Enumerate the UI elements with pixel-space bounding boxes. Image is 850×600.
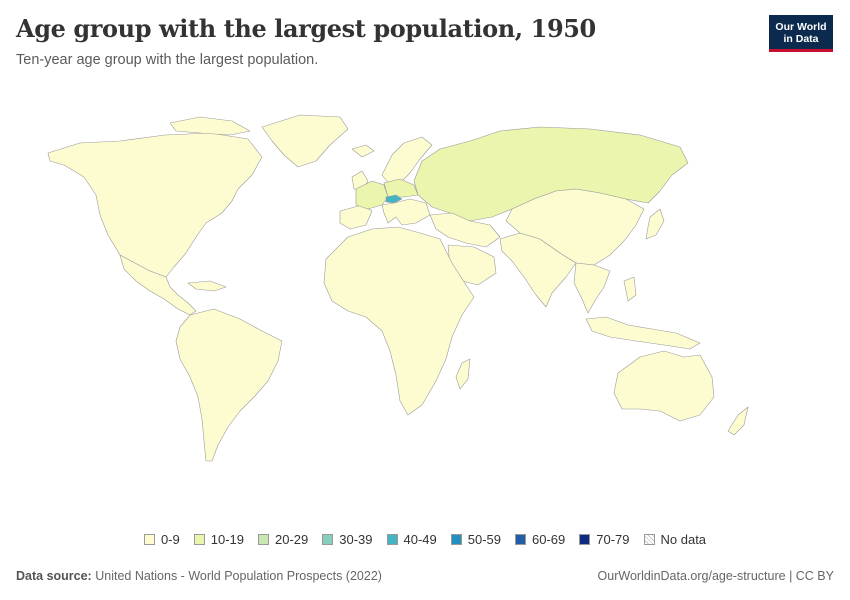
world-map[interactable] bbox=[0, 105, 850, 465]
region-japan[interactable] bbox=[645, 208, 665, 240]
legend-item-50-59[interactable]: 50-59 bbox=[450, 532, 501, 547]
region-new-zealand[interactable] bbox=[727, 406, 749, 436]
region-central-europe[interactable] bbox=[383, 178, 419, 198]
footer: Data source: United Nations - World Popu… bbox=[16, 569, 834, 583]
legend-item-30-39[interactable]: 30-39 bbox=[322, 532, 373, 547]
legend-label: 0-9 bbox=[160, 532, 180, 547]
region-africa[interactable] bbox=[323, 226, 475, 416]
chart-title: Age group with the largest population, 1… bbox=[16, 14, 596, 43]
region-canadian-islands[interactable] bbox=[169, 116, 251, 136]
legend-item-no-data[interactable]: No data bbox=[643, 532, 707, 547]
legend-swatch bbox=[386, 534, 398, 545]
legend-item-40-49[interactable]: 40-49 bbox=[386, 532, 437, 547]
legend-swatch bbox=[643, 534, 655, 545]
legend-item-0-9[interactable]: 0-9 bbox=[143, 532, 180, 547]
legend-label: 40-49 bbox=[403, 532, 437, 547]
region-balkans[interactable] bbox=[381, 198, 431, 226]
legend-swatch bbox=[450, 534, 462, 545]
legend-swatch bbox=[579, 534, 591, 545]
map-legend: 0-9 10-19 20-29 30-39 40-49 50-59 60-69 … bbox=[0, 532, 850, 547]
region-madagascar[interactable] bbox=[455, 358, 471, 390]
owid-logo[interactable]: Our World in Data bbox=[769, 15, 833, 52]
region-australia[interactable] bbox=[613, 350, 715, 422]
region-mexico-central-america[interactable] bbox=[119, 254, 197, 316]
logo-line-1: Our World bbox=[775, 21, 827, 33]
region-iceland[interactable] bbox=[351, 144, 375, 158]
logo-line-2: in Data bbox=[783, 33, 819, 45]
data-source-label: Data source: bbox=[16, 569, 92, 583]
legend-swatch bbox=[258, 534, 269, 545]
region-south-america[interactable] bbox=[175, 308, 283, 462]
region-southeast-asia[interactable] bbox=[573, 262, 611, 314]
data-source: Data source: United Nations - World Popu… bbox=[16, 569, 382, 583]
legend-item-70-79[interactable]: 70-79 bbox=[579, 532, 630, 547]
legend-label: 50-59 bbox=[467, 532, 501, 547]
source-link[interactable]: OurWorldinData.org/age-structure | CC BY bbox=[597, 569, 834, 583]
region-philippines[interactable] bbox=[623, 276, 637, 302]
world-map-svg[interactable] bbox=[0, 105, 850, 465]
region-austria[interactable] bbox=[385, 194, 403, 204]
legend-swatch bbox=[193, 534, 205, 545]
legend-label: 10-19 bbox=[210, 532, 244, 547]
chart-subtitle: Ten-year age group with the largest popu… bbox=[16, 52, 319, 68]
legend-swatch bbox=[322, 534, 334, 545]
region-western-europe[interactable] bbox=[355, 180, 389, 210]
legend-label: 30-39 bbox=[339, 532, 373, 547]
region-china-mongolia[interactable] bbox=[505, 188, 645, 266]
legend-swatch bbox=[515, 534, 526, 545]
legend-item-20-29[interactable]: 20-29 bbox=[258, 532, 308, 547]
legend-item-10-19[interactable]: 10-19 bbox=[193, 532, 244, 547]
legend-label: No data bbox=[660, 532, 707, 547]
legend-label: 20-29 bbox=[275, 532, 309, 547]
region-middle-east[interactable] bbox=[429, 212, 501, 248]
data-source-text: United Nations - World Population Prospe… bbox=[95, 569, 382, 583]
region-indonesia[interactable] bbox=[585, 316, 701, 350]
legend-label: 60-69 bbox=[532, 532, 566, 547]
legend-swatch bbox=[143, 534, 155, 545]
region-greenland[interactable] bbox=[261, 114, 349, 168]
legend-label: 70-79 bbox=[596, 532, 630, 547]
region-caribbean[interactable] bbox=[187, 280, 227, 292]
region-north-america[interactable] bbox=[47, 132, 263, 278]
legend-item-60-69[interactable]: 60-69 bbox=[515, 532, 565, 547]
